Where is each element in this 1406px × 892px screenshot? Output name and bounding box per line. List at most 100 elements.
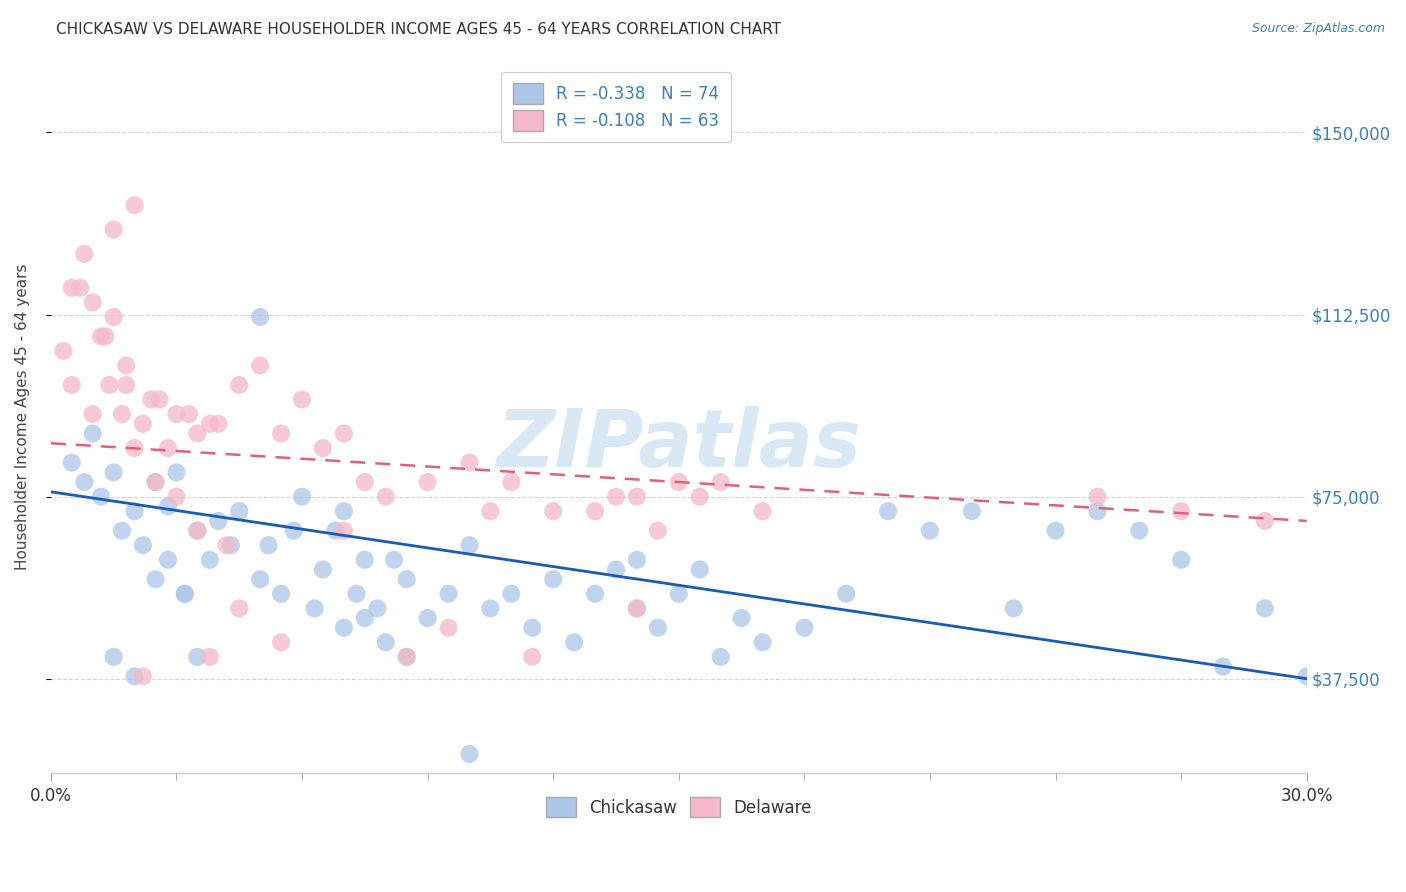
- Point: [52, 343, 75, 358]
- Point: [333, 524, 356, 538]
- Point: [583, 587, 606, 601]
- Point: [1295, 669, 1317, 683]
- Point: [1254, 514, 1277, 528]
- Point: [668, 475, 690, 489]
- Point: [124, 669, 146, 683]
- Point: [94, 329, 117, 343]
- Point: [186, 524, 208, 538]
- Point: [165, 407, 187, 421]
- Point: [228, 601, 250, 615]
- Y-axis label: Householder Income Ages 45 - 64 years: Householder Income Ages 45 - 64 years: [15, 263, 30, 570]
- Point: [304, 601, 326, 615]
- Text: ZIPatlas: ZIPatlas: [496, 406, 862, 484]
- Point: [157, 500, 180, 514]
- Point: [1212, 659, 1234, 673]
- Point: [501, 475, 523, 489]
- Point: [374, 490, 396, 504]
- Point: [228, 378, 250, 392]
- Point: [198, 417, 221, 431]
- Point: [312, 562, 335, 576]
- Point: [647, 621, 669, 635]
- Point: [541, 504, 564, 518]
- Point: [479, 601, 502, 615]
- Point: [82, 295, 104, 310]
- Point: [710, 475, 733, 489]
- Point: [374, 635, 396, 649]
- Point: [626, 553, 648, 567]
- Point: [82, 426, 104, 441]
- Point: [291, 392, 314, 407]
- Point: [90, 490, 112, 504]
- Point: [353, 553, 375, 567]
- Point: [918, 524, 941, 538]
- Point: [145, 475, 167, 489]
- Point: [73, 475, 96, 489]
- Point: [132, 538, 155, 552]
- Point: [257, 538, 280, 552]
- Point: [149, 392, 172, 407]
- Point: [98, 378, 121, 392]
- Point: [583, 504, 606, 518]
- Point: [626, 601, 648, 615]
- Text: CHICKASAW VS DELAWARE HOUSEHOLDER INCOME AGES 45 - 64 YEARS CORRELATION CHART: CHICKASAW VS DELAWARE HOUSEHOLDER INCOME…: [56, 22, 782, 37]
- Point: [312, 441, 335, 455]
- Point: [145, 572, 167, 586]
- Point: [522, 621, 544, 635]
- Point: [141, 392, 163, 407]
- Point: [1170, 504, 1192, 518]
- Point: [177, 407, 200, 421]
- Point: [69, 281, 91, 295]
- Point: [60, 378, 83, 392]
- Point: [751, 504, 773, 518]
- Point: [249, 359, 271, 373]
- Point: [395, 572, 418, 586]
- Point: [835, 587, 858, 601]
- Point: [103, 222, 125, 236]
- Point: [325, 524, 347, 538]
- Point: [333, 426, 356, 441]
- Point: [751, 635, 773, 649]
- Point: [877, 504, 900, 518]
- Point: [416, 611, 439, 625]
- Point: [353, 475, 375, 489]
- Point: [353, 611, 375, 625]
- Point: [458, 747, 481, 761]
- Point: [395, 649, 418, 664]
- Point: [458, 538, 481, 552]
- Point: [219, 538, 242, 552]
- Point: [1087, 504, 1109, 518]
- Point: [416, 475, 439, 489]
- Point: [207, 514, 229, 528]
- Point: [1087, 490, 1109, 504]
- Point: [346, 587, 368, 601]
- Point: [60, 456, 83, 470]
- Point: [124, 504, 146, 518]
- Point: [165, 490, 187, 504]
- Point: [249, 572, 271, 586]
- Point: [479, 504, 502, 518]
- Point: [291, 490, 314, 504]
- Point: [458, 456, 481, 470]
- Point: [541, 572, 564, 586]
- Point: [647, 524, 669, 538]
- Point: [668, 587, 690, 601]
- Point: [626, 601, 648, 615]
- Point: [115, 378, 138, 392]
- Point: [689, 562, 711, 576]
- Point: [115, 359, 138, 373]
- Point: [793, 621, 815, 635]
- Point: [173, 587, 195, 601]
- Point: [437, 587, 460, 601]
- Point: [157, 441, 180, 455]
- Point: [562, 635, 585, 649]
- Point: [1128, 524, 1150, 538]
- Point: [124, 441, 146, 455]
- Point: [626, 490, 648, 504]
- Point: [198, 649, 221, 664]
- Point: [173, 587, 195, 601]
- Point: [501, 587, 523, 601]
- Point: [437, 621, 460, 635]
- Point: [165, 466, 187, 480]
- Point: [228, 504, 250, 518]
- Point: [111, 524, 134, 538]
